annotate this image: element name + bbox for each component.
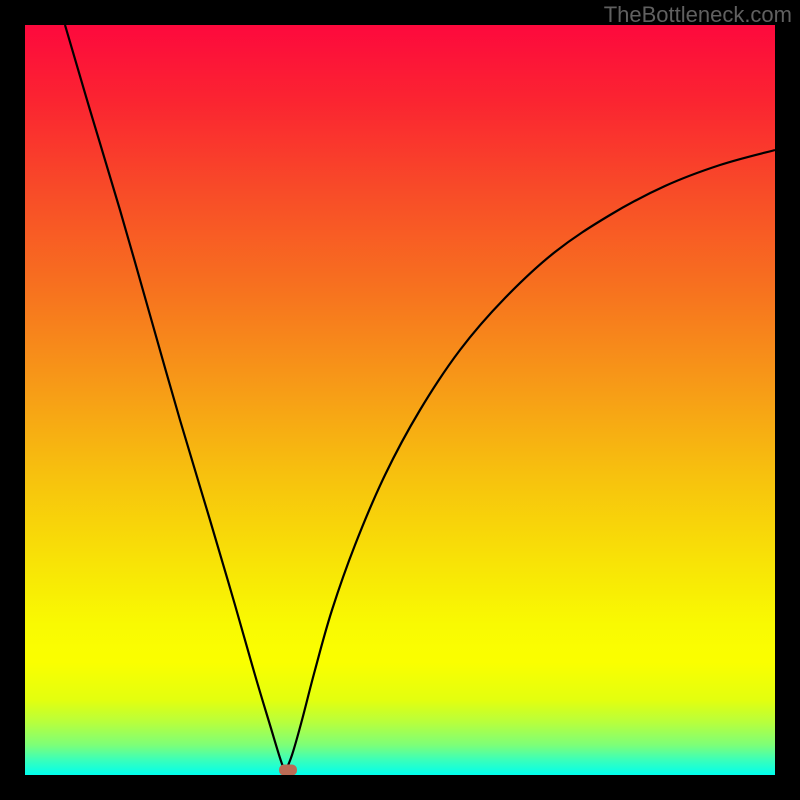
watermark-text: TheBottleneck.com — [604, 2, 792, 28]
bottleneck-curve-right — [285, 150, 775, 772]
chart-container: TheBottleneck.com — [0, 0, 800, 800]
vertex-marker — [279, 765, 297, 776]
bottleneck-curve-left — [65, 25, 285, 772]
curve-layer — [25, 25, 775, 775]
plot-area — [25, 25, 775, 775]
